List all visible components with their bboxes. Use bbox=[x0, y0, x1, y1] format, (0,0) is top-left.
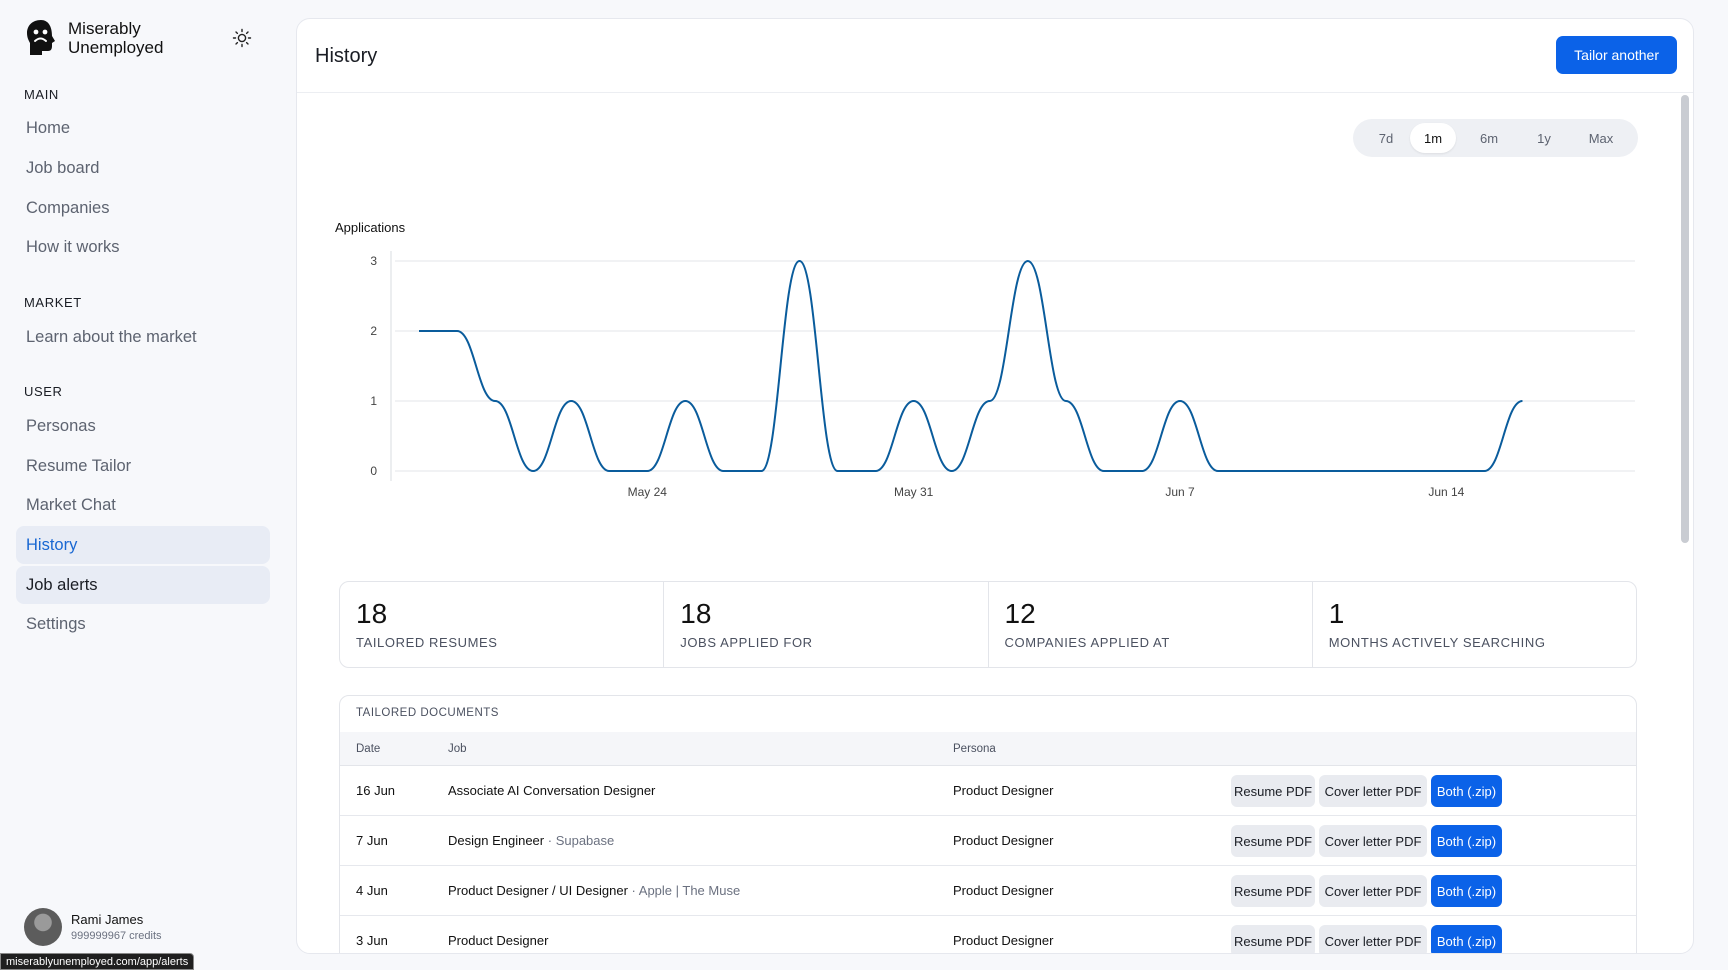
stat-label: COMPANIES APPLIED AT bbox=[1004, 635, 1170, 650]
brand[interactable]: Miserably Unemployed bbox=[24, 18, 178, 58]
y-axis-label: Applications bbox=[335, 220, 406, 235]
sidebar-item-job-board[interactable]: Job board bbox=[26, 158, 100, 177]
range-6m-button[interactable]: 6m bbox=[1479, 130, 1499, 146]
user-name: Rami James bbox=[71, 912, 144, 927]
stat-value: 12 bbox=[1004, 598, 1036, 629]
y-tick-label: 2 bbox=[370, 324, 377, 338]
sidebar-item-market-chat[interactable]: Market Chat bbox=[26, 495, 116, 514]
stat-value: 18 bbox=[680, 598, 712, 629]
stat-months-searching: 1 MONTHS ACTIVELY SEARCHING bbox=[1313, 582, 1636, 667]
stat-label: TAILORED RESUMES bbox=[356, 635, 498, 650]
row-persona: Product Designer bbox=[953, 933, 1054, 948]
both-zip-button[interactable]: Both (.zip) bbox=[1431, 775, 1502, 807]
range-1m-button[interactable]: 1m bbox=[1410, 123, 1456, 153]
row-persona: Product Designer bbox=[953, 883, 1054, 898]
sidebar-item-learn-market[interactable]: Learn about the market bbox=[26, 327, 197, 346]
column-header-date: Date bbox=[356, 743, 381, 755]
cover-letter-pdf-button[interactable]: Cover letter PDF bbox=[1319, 875, 1427, 907]
scrollbar[interactable] bbox=[1681, 95, 1689, 543]
row-date: 4 Jun bbox=[356, 883, 388, 898]
table-row: 4 Jun Product Designer / UI Designer · A… bbox=[340, 866, 1636, 916]
x-tick-label: Jun 14 bbox=[1428, 485, 1464, 499]
sun-icon[interactable] bbox=[232, 28, 252, 48]
range-max-button[interactable]: Max bbox=[1588, 130, 1614, 146]
user-profile[interactable]: Rami James 999999967 credits bbox=[24, 908, 162, 946]
resume-pdf-button[interactable]: Resume PDF bbox=[1231, 875, 1315, 907]
cover-letter-pdf-button[interactable]: Cover letter PDF bbox=[1319, 775, 1427, 807]
stat-label: JOBS APPLIED FOR bbox=[680, 635, 813, 650]
row-persona: Product Designer bbox=[953, 833, 1054, 848]
stat-label: MONTHS ACTIVELY SEARCHING bbox=[1328, 635, 1546, 650]
job-title: Product Designer / UI Designer bbox=[448, 883, 628, 898]
sidebar-item-settings[interactable]: Settings bbox=[26, 614, 86, 633]
table-title: TAILORED DOCUMENTS bbox=[356, 707, 499, 719]
x-tick-label: May 31 bbox=[894, 485, 934, 499]
tailor-another-button[interactable]: Tailor another bbox=[1556, 36, 1677, 74]
stat-tailored-resumes: 18 TAILORED RESUMES bbox=[340, 582, 665, 667]
resume-pdf-button[interactable]: Resume PDF bbox=[1231, 925, 1315, 953]
row-job: Product Designer bbox=[448, 933, 548, 948]
row-date: 3 Jun bbox=[356, 933, 388, 948]
job-company: · Supabase bbox=[547, 833, 615, 848]
job-title: Product Designer bbox=[448, 933, 549, 948]
applications-line-chart: Applications 0 1 2 3 May 24 May 31 Jun 7 Jun 1… bbox=[335, 220, 1635, 499]
row-date: 16 Jun bbox=[356, 783, 396, 798]
x-tick-label: Jun 7 bbox=[1165, 485, 1195, 499]
range-1y-button[interactable]: 1y bbox=[1537, 130, 1551, 146]
row-persona: Product Designer bbox=[953, 783, 1054, 798]
range-7d-button[interactable]: 7d bbox=[1378, 130, 1394, 146]
section-label-market: MARKET bbox=[24, 295, 82, 310]
y-tick-label: 0 bbox=[370, 464, 377, 478]
job-title: Design Engineer bbox=[448, 833, 545, 848]
sidebar-item-home[interactable]: Home bbox=[26, 118, 71, 137]
column-header-persona: Persona bbox=[953, 743, 996, 755]
sidebar: Miserably Unemployed MAIN Home Job board… bbox=[0, 0, 290, 970]
sidebar-item-how-it-works[interactable]: How it works bbox=[26, 237, 120, 256]
both-zip-button[interactable]: Both (.zip) bbox=[1431, 875, 1502, 907]
row-job: Design Engineer · Supabase bbox=[448, 833, 614, 848]
table-header: Date Job Persona bbox=[340, 732, 1636, 766]
stat-companies-applied: 12 COMPANIES APPLIED AT bbox=[989, 582, 1313, 667]
row-job: Associate AI Conversation Designer bbox=[448, 783, 655, 798]
page-title: History bbox=[315, 45, 378, 67]
y-tick-label: 1 bbox=[370, 394, 377, 408]
stat-value: 18 bbox=[356, 598, 388, 629]
job-title: Associate AI Conversation Designer bbox=[448, 783, 656, 798]
brand-name: Miserably Unemployed bbox=[68, 19, 164, 57]
user-credits: 999999967 credits bbox=[71, 930, 162, 942]
x-tick-label: May 24 bbox=[628, 485, 668, 499]
sidebar-item-history[interactable]: History bbox=[16, 526, 270, 564]
row-job: Product Designer / UI Designer · Apple |… bbox=[448, 883, 740, 898]
resume-pdf-button[interactable]: Resume PDF bbox=[1231, 775, 1315, 807]
avatar bbox=[24, 908, 62, 946]
sidebar-item-job-alerts[interactable]: Job alerts bbox=[16, 566, 270, 604]
row-date: 7 Jun bbox=[356, 833, 388, 848]
cover-letter-pdf-button[interactable]: Cover letter PDF bbox=[1319, 825, 1427, 857]
stats-summary: 18 TAILORED RESUMES 18 JOBS APPLIED FOR … bbox=[339, 581, 1637, 668]
column-header-job: Job bbox=[448, 743, 467, 755]
sidebar-item-resume-tailor[interactable]: Resume Tailor bbox=[26, 456, 132, 475]
stat-jobs-applied: 18 JOBS APPLIED FOR bbox=[664, 582, 989, 667]
sidebar-item-personas[interactable]: Personas bbox=[26, 416, 96, 435]
job-company: · Apple | The Muse bbox=[631, 883, 741, 898]
section-label-user: USER bbox=[24, 384, 63, 399]
sad-head-logo-icon bbox=[27, 20, 55, 55]
tailored-documents-table: TAILORED DOCUMENTS Date Job Persona 16 J… bbox=[339, 695, 1637, 953]
status-bar-url: miserablyunemployed.com/app/alerts bbox=[0, 953, 195, 970]
table-row: 16 Jun Associate AI Conversation Designe… bbox=[340, 766, 1636, 816]
series-line bbox=[419, 259, 1523, 473]
y-tick-label: 3 bbox=[370, 254, 377, 268]
stat-value: 1 bbox=[1328, 598, 1345, 629]
sidebar-item-companies[interactable]: Companies bbox=[26, 198, 110, 217]
table-row: 3 Jun Product Designer Product Designer … bbox=[340, 916, 1636, 953]
both-zip-button[interactable]: Both (.zip) bbox=[1431, 925, 1502, 953]
time-range-selector: 7d 1m 6m 1y Max bbox=[1353, 119, 1638, 157]
resume-pdf-button[interactable]: Resume PDF bbox=[1231, 825, 1315, 857]
panel-header: History Tailor another bbox=[297, 19, 1693, 93]
both-zip-button[interactable]: Both (.zip) bbox=[1431, 825, 1502, 857]
section-label-main: MAIN bbox=[24, 87, 59, 102]
history-panel: History Tailor another 7d 1m 6m 1y Max A… bbox=[296, 18, 1694, 954]
table-row: 7 Jun Design Engineer · Supabase Product… bbox=[340, 816, 1636, 866]
cover-letter-pdf-button[interactable]: Cover letter PDF bbox=[1319, 925, 1427, 953]
